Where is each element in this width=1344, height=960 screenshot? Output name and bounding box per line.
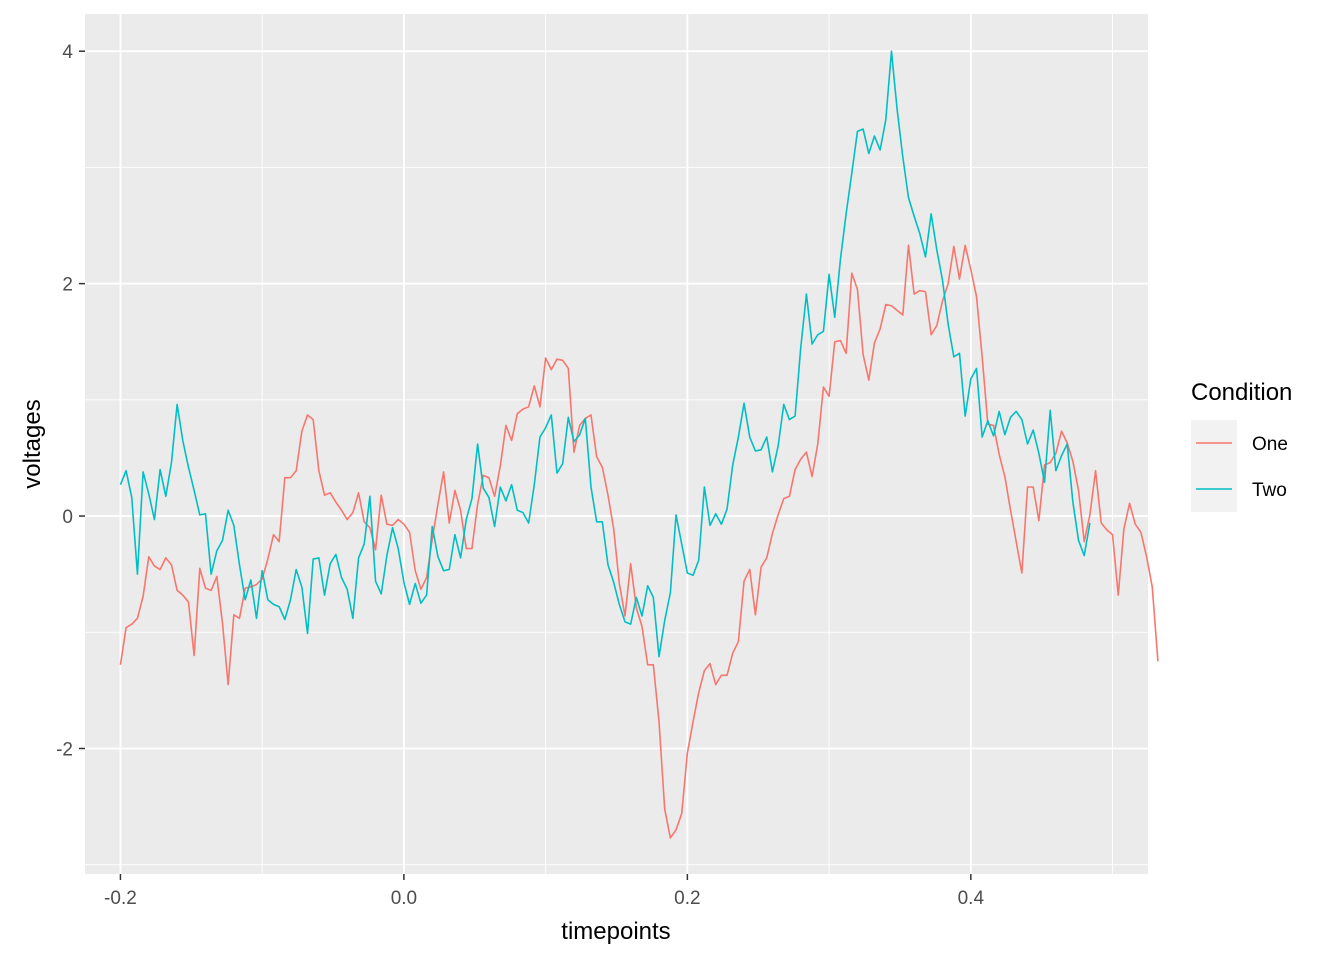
series-line-two [119, 50, 1091, 658]
y-tick-label: -2 [56, 739, 73, 760]
series-line-one [119, 244, 1159, 839]
y-tick-label: 0 [62, 507, 73, 528]
x-tick-label: 0.2 [674, 888, 700, 909]
y-tick-label: 2 [62, 275, 73, 296]
x-tick-label: 0.4 [958, 888, 985, 909]
x-tick-label: 0.0 [391, 888, 417, 909]
y-axis: -2 0 2 4 [56, 42, 85, 760]
minor-gridlines [85, 14, 1148, 874]
y-axis-title: voltages [19, 399, 46, 488]
x-axis-title: timepoints [561, 918, 670, 945]
legend-items: One Two [1191, 420, 1288, 512]
legend-label-one: One [1252, 434, 1288, 455]
legend-title: Condition [1191, 379, 1292, 406]
x-tick-label: -0.2 [104, 888, 137, 909]
major-gridlines [85, 14, 1148, 874]
panel-background [85, 14, 1148, 874]
legend: Condition One Two [1191, 379, 1292, 512]
legend-label-two: Two [1252, 480, 1287, 501]
y-tick-label: 4 [62, 42, 73, 63]
series-lines [119, 50, 1159, 839]
x-axis: -0.2 0.0 0.2 0.4 [104, 874, 984, 909]
